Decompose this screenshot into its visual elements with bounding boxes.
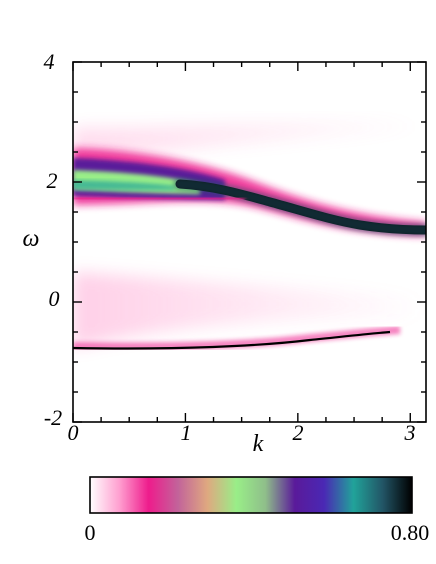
upper-band-teal	[73, 180, 175, 190]
upper-band-core-edge	[173, 177, 426, 237]
continuum-upper	[73, 119, 426, 162]
flat-branch	[73, 196, 246, 201]
axis-ticks	[72, 61, 426, 423]
x-tick-label-2: 2	[293, 420, 304, 445]
x-tick-label-0: 0	[68, 420, 79, 445]
x-tick-label-1: 1	[181, 420, 192, 445]
y-tick-label-4: 4	[44, 49, 55, 74]
lower-band-core	[73, 330, 391, 350]
y-tick-label-2: 2	[47, 168, 58, 193]
y-tick-label-0: 0	[49, 286, 60, 311]
continuum-lower	[73, 272, 426, 348]
lower-band-halo	[73, 326, 401, 351]
x-axis-title: k	[253, 431, 264, 457]
colorbar	[89, 476, 413, 514]
colorbar-max-label: 0.80	[391, 520, 430, 545]
x-tick-label-3: 3	[404, 420, 416, 445]
colorbar-min-label: 0	[85, 520, 96, 545]
y-tick-label-neg2: -2	[44, 405, 62, 430]
y-axis-title: ω	[23, 226, 40, 252]
heatmap-area	[73, 62, 426, 422]
